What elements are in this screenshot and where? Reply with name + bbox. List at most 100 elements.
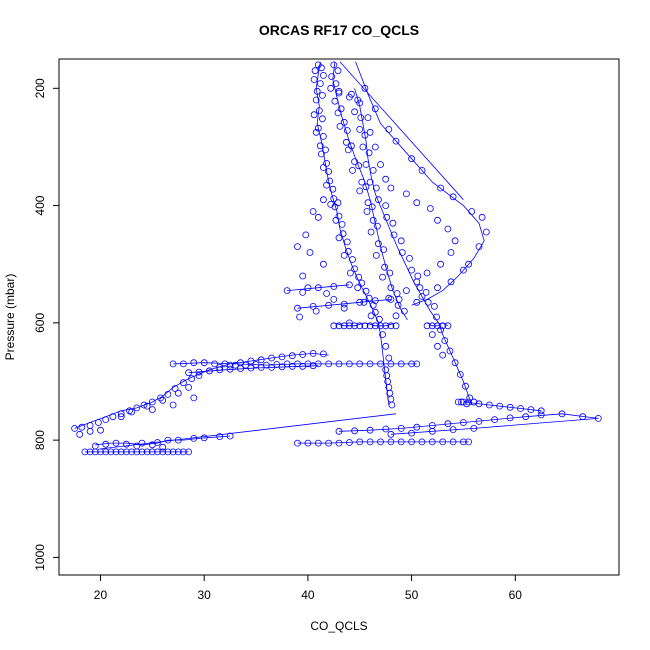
data-point	[423, 322, 431, 330]
data-point	[319, 350, 327, 358]
data-point	[439, 438, 447, 446]
data-point	[397, 360, 405, 368]
data-point	[159, 443, 167, 451]
data-point	[164, 390, 172, 398]
data-point	[444, 322, 452, 330]
data-point	[311, 67, 319, 75]
data-point	[288, 362, 296, 370]
data-point	[252, 361, 260, 368]
data-point	[195, 368, 203, 376]
data-point	[188, 375, 196, 383]
data-point	[332, 80, 340, 87]
data-point	[459, 266, 467, 274]
series-line-segment	[338, 413, 599, 432]
x-axis: 20 30 40 50 60	[94, 575, 522, 602]
data-point	[179, 379, 187, 387]
data-point	[112, 439, 120, 447]
data-point	[148, 398, 156, 406]
data-point	[314, 439, 322, 447]
data-point	[447, 278, 455, 286]
data-point	[387, 322, 395, 330]
data-point	[268, 363, 276, 371]
data-point	[97, 448, 104, 456]
data-point	[312, 96, 320, 104]
data-point	[537, 407, 545, 415]
data-point	[360, 298, 368, 306]
data-point	[373, 222, 381, 230]
data-point	[338, 220, 346, 228]
data-point	[317, 64, 325, 72]
data-point	[385, 354, 393, 362]
data-point	[351, 108, 359, 116]
data-point	[102, 440, 110, 448]
data-point	[371, 143, 379, 151]
data-point	[449, 426, 457, 434]
data-point	[423, 269, 431, 277]
data-point	[336, 123, 344, 130]
data-point	[345, 281, 353, 289]
data-point	[78, 423, 86, 431]
data-point	[226, 432, 234, 440]
data-point	[451, 237, 459, 245]
x-tick-label: 60	[509, 588, 523, 602]
data-point	[454, 398, 462, 406]
data-point	[312, 307, 320, 315]
plot-frame	[58, 58, 620, 576]
data-point	[185, 448, 193, 456]
data-point	[138, 439, 146, 447]
x-tick-label: 50	[405, 588, 419, 602]
data-point	[169, 448, 177, 456]
series-line-segment	[297, 441, 469, 444]
data-point	[81, 448, 89, 456]
data-point	[316, 80, 324, 87]
data-point	[369, 216, 377, 224]
data-point	[468, 208, 476, 215]
data-point	[323, 181, 331, 189]
data-point	[171, 385, 179, 392]
data-point	[356, 187, 364, 195]
y-axis: 200 400 600 800 1000	[33, 78, 59, 571]
data-point	[310, 111, 318, 119]
data-point	[314, 284, 322, 292]
data-point	[323, 290, 331, 297]
data-point	[451, 359, 459, 367]
data-point	[365, 149, 373, 157]
data-point	[309, 208, 317, 215]
data-point	[382, 425, 390, 433]
data-point	[148, 406, 156, 414]
data-point	[439, 322, 447, 330]
data-point	[344, 146, 352, 154]
data-point	[387, 295, 395, 303]
data-point	[459, 419, 467, 426]
data-point	[334, 67, 342, 75]
data-point	[362, 161, 370, 168]
data-point	[319, 132, 327, 140]
data-point	[325, 360, 333, 368]
data-point	[299, 362, 307, 370]
data-point	[200, 359, 208, 367]
data-point	[527, 406, 535, 414]
data-point	[128, 448, 136, 456]
data-point	[185, 383, 193, 391]
series-line-segment	[354, 88, 473, 406]
data-point	[325, 168, 333, 176]
data-point	[388, 401, 396, 409]
data-point	[340, 322, 348, 330]
data-point	[102, 416, 110, 424]
data-point	[389, 219, 397, 227]
data-point	[299, 272, 307, 280]
data-point	[242, 361, 250, 369]
data-point	[387, 438, 395, 446]
data-point	[117, 413, 125, 421]
data-point	[185, 369, 193, 377]
data-point	[379, 273, 387, 281]
data-point	[382, 342, 390, 350]
data-point	[385, 125, 393, 133]
data-point	[351, 427, 359, 435]
y-tick-label: 200	[33, 78, 47, 98]
data-point	[216, 363, 224, 371]
data-point	[383, 213, 391, 221]
data-point	[506, 414, 514, 422]
data-point	[397, 438, 405, 446]
